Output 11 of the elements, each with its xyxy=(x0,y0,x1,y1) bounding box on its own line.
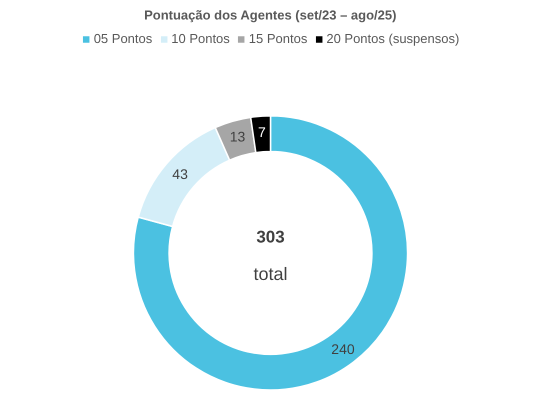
data-label: 13 xyxy=(230,128,246,145)
legend-label: 15 Pontos xyxy=(248,31,308,46)
legend-label: 20 Pontos (suspensos) xyxy=(326,31,460,46)
text: total xyxy=(253,264,288,284)
data-label: 240 xyxy=(331,341,355,358)
data-label: 43 xyxy=(172,166,188,182)
data-label: 7 xyxy=(258,124,266,140)
chart-title: Pontuação dos Agentes (set/23 – ago/25) xyxy=(144,8,396,22)
legend-label: 05 Pontos xyxy=(94,31,152,46)
text: 303 xyxy=(256,227,285,246)
legend-label: 10 Pontos xyxy=(171,31,230,46)
